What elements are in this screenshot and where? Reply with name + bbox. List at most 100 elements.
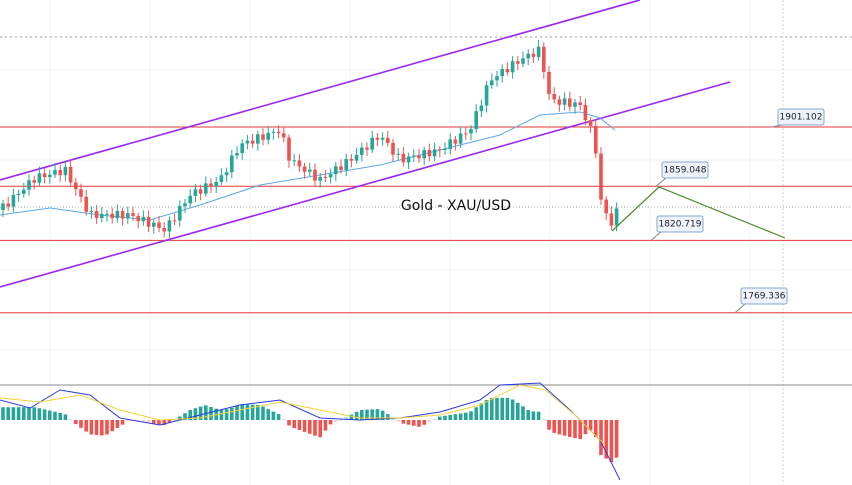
macd-bar	[37, 408, 42, 420]
macd-bar	[380, 410, 385, 420]
macd-bar	[126, 420, 130, 422]
candle-body	[63, 166, 68, 176]
candle-body	[256, 134, 260, 144]
candle-body	[245, 140, 250, 144]
macd-bar	[89, 420, 94, 435]
macd-bar	[505, 397, 510, 420]
candle-body	[599, 153, 603, 200]
candle-body	[360, 147, 364, 155]
macd-bar	[271, 411, 276, 420]
macd-bar	[230, 407, 234, 420]
macd-bar	[152, 420, 156, 424]
candle-body	[261, 134, 265, 140]
candle-body	[266, 132, 270, 140]
label-leader	[734, 303, 746, 314]
macd-bar	[219, 409, 224, 420]
candle-body	[141, 216, 146, 222]
candle-body	[453, 139, 458, 144]
moving-average	[0, 111, 616, 221]
macd-bar	[344, 417, 348, 420]
candle-body	[396, 153, 400, 155]
macd-bar	[209, 407, 213, 420]
candle-body	[510, 61, 515, 73]
candle-body	[131, 213, 135, 216]
candle-body	[94, 211, 99, 219]
candle-body	[42, 173, 47, 178]
macd-bar	[396, 420, 400, 422]
macd-bar	[594, 420, 598, 438]
macd-bar	[162, 420, 166, 426]
level-label: 1820.719	[659, 220, 702, 230]
macd-bar	[178, 416, 182, 420]
macd-bar	[417, 420, 421, 427]
macd-bar	[422, 420, 426, 425]
candle-body	[89, 211, 94, 213]
candle-body	[344, 159, 348, 170]
macd-bar	[172, 419, 177, 421]
candle-body	[224, 172, 229, 176]
macd-bar	[63, 414, 68, 420]
candle-body	[58, 169, 62, 176]
macd-bar	[490, 397, 494, 420]
chart-title: Gold - XAU/USD	[401, 198, 511, 214]
macd-bar	[94, 420, 99, 435]
macd-bar	[510, 399, 515, 420]
candle-body	[302, 166, 307, 172]
candle-body	[479, 105, 484, 112]
levels: 1901.102 1859.048 1820.719 1769.336	[0, 108, 852, 314]
macd-bar	[614, 420, 619, 458]
candle-body	[48, 174, 52, 178]
candle-body	[401, 153, 406, 163]
candle-body	[37, 173, 42, 183]
candle-body	[271, 131, 276, 133]
candle-body	[495, 76, 499, 81]
macd-bar	[495, 397, 499, 420]
macd-bar	[84, 420, 88, 432]
candle-body	[183, 203, 187, 207]
candle-body	[531, 53, 536, 57]
macd-bar	[100, 420, 104, 436]
macd-bar	[261, 406, 265, 420]
macd-bar	[547, 420, 551, 430]
macd-bar	[167, 420, 172, 424]
macd-bar	[11, 407, 16, 420]
macd-bar	[562, 420, 567, 436]
macd-bar	[391, 417, 395, 420]
candle-body	[464, 133, 468, 135]
candle-body	[250, 140, 255, 144]
macd-bar	[74, 420, 78, 425]
macd-histogram	[1, 397, 619, 463]
macd-bar	[479, 403, 484, 420]
candle-body	[214, 182, 218, 187]
candle-body	[27, 180, 31, 190]
candle-body	[386, 137, 390, 143]
macd-bar	[198, 406, 203, 420]
candle-body	[578, 102, 582, 105]
candle-body	[105, 213, 109, 215]
macd-bar	[6, 407, 10, 420]
candle-body	[334, 166, 338, 175]
candle-body	[157, 222, 161, 228]
macd-line	[0, 382, 621, 481]
macd-bar	[386, 414, 390, 420]
candle-body	[604, 199, 608, 214]
candle-body	[516, 61, 520, 64]
macd-bar	[412, 420, 416, 426]
candle-body	[443, 149, 447, 151]
candle-body	[380, 137, 385, 140]
candle-body	[484, 85, 489, 106]
candle-body	[230, 155, 234, 173]
macd-bar	[583, 420, 588, 435]
macd-bar	[438, 416, 442, 420]
macd-bar	[458, 413, 463, 420]
macd-bar	[443, 415, 447, 420]
candle-body	[448, 139, 452, 150]
macd-bar	[609, 420, 614, 463]
candle-body	[152, 222, 156, 227]
candle-body	[422, 149, 426, 159]
candle-body	[282, 133, 286, 138]
macd-bar	[354, 411, 359, 420]
macd-bar	[115, 420, 120, 428]
macd-bar	[292, 420, 296, 429]
macd-bar	[105, 420, 109, 435]
